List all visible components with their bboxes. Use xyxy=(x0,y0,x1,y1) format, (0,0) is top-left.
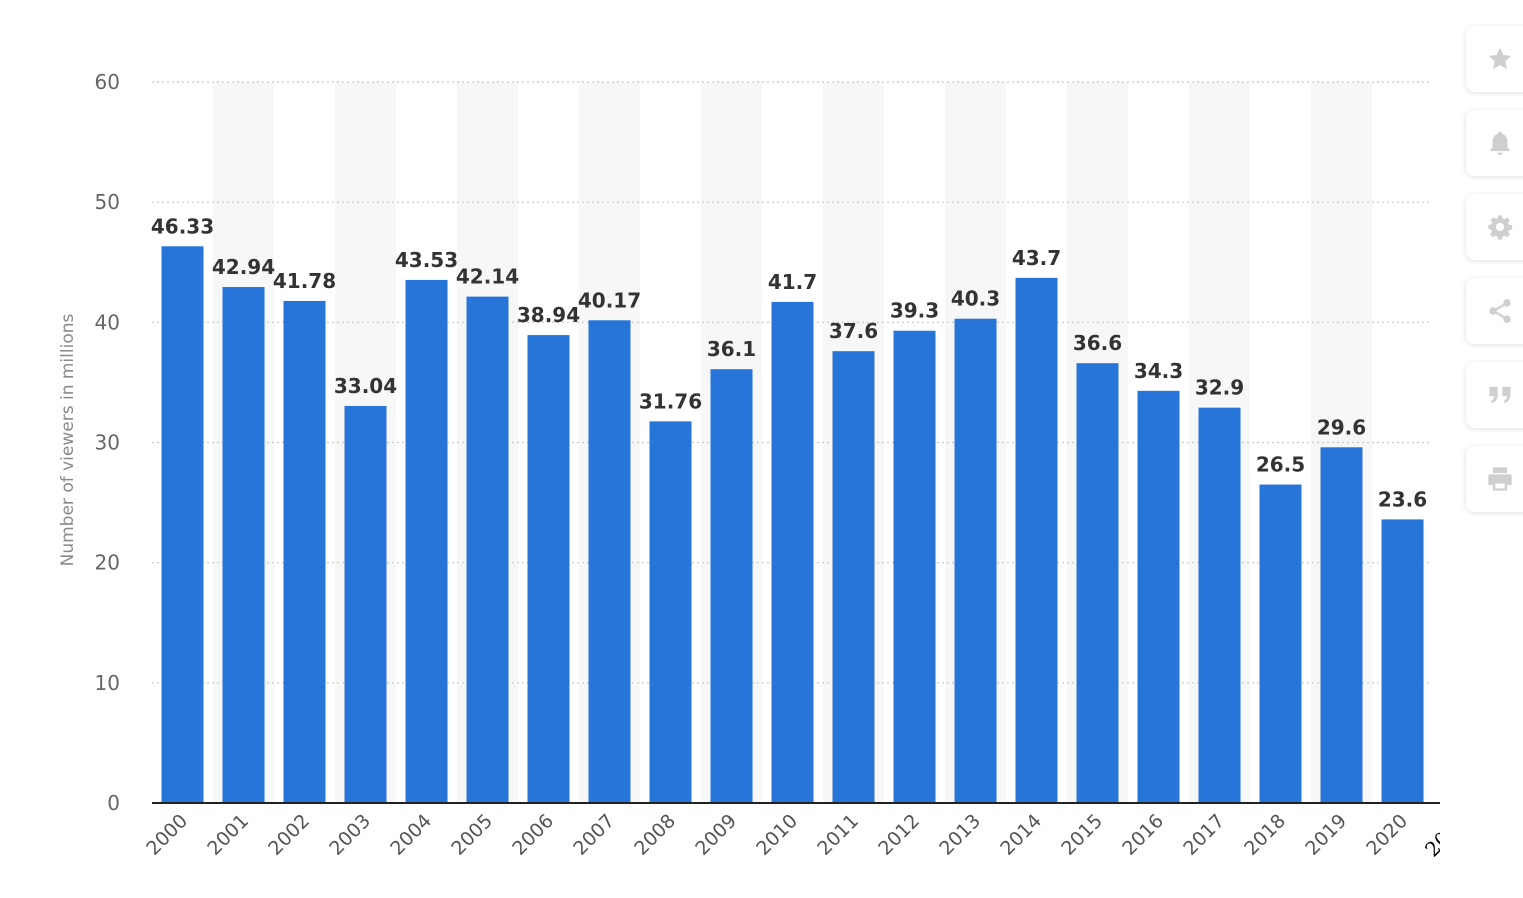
y-tick-label: 20 xyxy=(95,551,120,575)
x-tick-label: 2009 xyxy=(691,810,741,860)
bar-value-label: 38.94 xyxy=(517,303,580,327)
y-tick-label: 40 xyxy=(95,310,120,334)
x-tick-label: 2015 xyxy=(1057,810,1107,860)
favorite-button[interactable] xyxy=(1466,26,1523,92)
x-tick-label: 2021 xyxy=(1420,809,1440,862)
bar xyxy=(1198,407,1241,803)
bar-value-label: 40.17 xyxy=(578,288,641,312)
bar-value-label: 36.1 xyxy=(707,337,756,361)
bar-value-label: 43.7 xyxy=(1012,246,1061,270)
x-tick-label: 2012 xyxy=(874,810,924,860)
x-tick-label: 2005 xyxy=(447,810,497,860)
x-tick-label: 2018 xyxy=(1240,810,1290,860)
bar-value-label: 34.3 xyxy=(1134,359,1183,383)
bar xyxy=(1076,363,1119,803)
bar-value-label: 36.6 xyxy=(1073,331,1122,355)
quote-icon xyxy=(1486,381,1514,409)
cite-button[interactable] xyxy=(1466,362,1523,428)
x-tick-label: 2000 xyxy=(142,810,192,860)
bar-value-label: 46.33 xyxy=(151,214,214,238)
bar-value-label: 40.3 xyxy=(951,287,1000,311)
bar xyxy=(1259,484,1302,803)
y-tick-label: 50 xyxy=(95,190,120,214)
bar xyxy=(161,246,204,804)
chart-area: 0 10 20 30 40 50 60 46.33 42.94 41.78 33.04 43.53 4… xyxy=(58,70,1440,862)
x-tick-label: 2007 xyxy=(569,810,619,860)
bell-icon xyxy=(1486,129,1514,157)
bar xyxy=(283,300,326,803)
bars xyxy=(161,246,1424,804)
bar-value-label: 29.6 xyxy=(1317,415,1366,439)
bar xyxy=(1320,447,1363,803)
x-tick-label: 2001 xyxy=(203,810,253,860)
y-axis-label: Number of viewers in millions xyxy=(58,313,78,567)
bar xyxy=(344,405,387,803)
y-tick-label: 30 xyxy=(95,431,120,455)
star-icon xyxy=(1486,45,1514,73)
bar-value-label: 32.9 xyxy=(1195,376,1244,400)
x-tick-label: 2010 xyxy=(752,810,802,860)
bar xyxy=(832,351,875,803)
bar-value-label: 37.6 xyxy=(829,319,878,343)
bar xyxy=(222,287,265,803)
gear-icon xyxy=(1486,213,1514,241)
bar xyxy=(466,296,509,803)
bar xyxy=(1381,519,1424,803)
bar-value-label: 33.04 xyxy=(334,374,397,398)
bar-value-label: 42.14 xyxy=(456,265,519,289)
x-axis-ticks: 2000 2001 2002 2003 2004 2005 2006 2007 2008 2009… xyxy=(142,809,1440,862)
x-tick-label: 2011 xyxy=(813,810,863,860)
x-tick-label: 2019 xyxy=(1301,810,1351,860)
share-button[interactable] xyxy=(1466,278,1523,344)
bar-value-label: 42.94 xyxy=(212,255,275,279)
bar-value-label: 41.78 xyxy=(273,269,336,293)
bar-value-label: 39.3 xyxy=(890,299,939,323)
bar xyxy=(893,330,936,803)
notification-button[interactable] xyxy=(1466,110,1523,176)
x-tick-label: 2016 xyxy=(1118,810,1168,860)
bar xyxy=(527,335,570,803)
x-tick-label: 2020 xyxy=(1362,810,1412,860)
bar-value-label: 26.5 xyxy=(1256,453,1305,477)
bar xyxy=(1137,390,1180,803)
x-tick-label: 2006 xyxy=(508,810,558,860)
bar-value-label: 23.6 xyxy=(1378,487,1427,511)
bar-value-label: 31.76 xyxy=(639,389,702,413)
bar xyxy=(1015,277,1058,803)
bar xyxy=(710,369,753,803)
bar xyxy=(771,301,814,803)
x-tick-label: 2008 xyxy=(630,810,680,860)
y-tick-label: 60 xyxy=(95,70,120,94)
share-icon xyxy=(1486,297,1514,325)
print-icon xyxy=(1486,465,1514,493)
y-tick-label: 0 xyxy=(107,791,120,815)
x-tick-label: 2003 xyxy=(325,810,375,860)
x-tick-label: 2002 xyxy=(264,810,314,860)
bar xyxy=(649,421,692,803)
print-button[interactable] xyxy=(1466,446,1523,512)
x-tick-label: 2014 xyxy=(996,810,1046,860)
bar xyxy=(405,279,448,803)
bar-value-label: 43.53 xyxy=(395,248,458,272)
x-tick-label: 2004 xyxy=(386,810,436,860)
bar-value-label: 41.7 xyxy=(768,270,817,294)
y-tick-label: 10 xyxy=(95,671,120,695)
bar xyxy=(588,320,631,803)
x-tick-label: 2013 xyxy=(935,810,985,860)
x-tick-label: 2017 xyxy=(1179,810,1229,860)
settings-button[interactable] xyxy=(1466,194,1523,260)
y-axis-ticks: 0 10 20 30 40 50 60 xyxy=(95,70,120,815)
bar xyxy=(954,318,997,803)
